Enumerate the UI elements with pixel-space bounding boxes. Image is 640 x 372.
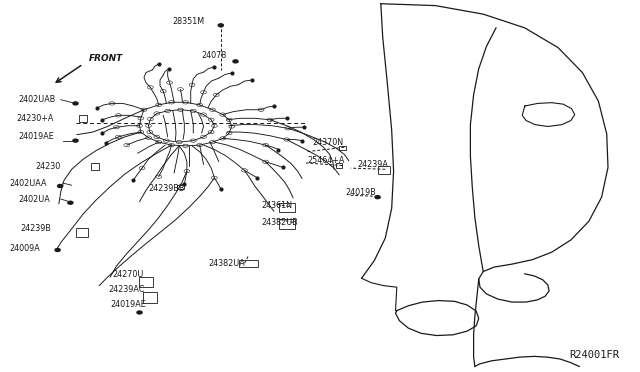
Text: 24382UB: 24382UB (261, 218, 298, 227)
Text: 25464+A: 25464+A (307, 156, 344, 165)
Text: 24382UA: 24382UA (208, 259, 244, 268)
Circle shape (137, 311, 142, 314)
Circle shape (233, 60, 238, 63)
Text: 24009A: 24009A (10, 244, 40, 253)
Bar (143, 292, 157, 303)
Text: 24239AC: 24239AC (109, 285, 145, 294)
Circle shape (73, 102, 78, 105)
Bar (378, 166, 390, 174)
Bar (177, 185, 184, 189)
Text: 24019B: 24019B (346, 188, 376, 197)
Circle shape (58, 185, 63, 187)
Text: 24230+A: 24230+A (16, 114, 53, 123)
Bar (79, 115, 87, 122)
Circle shape (218, 24, 223, 27)
Bar (76, 228, 88, 237)
Bar (91, 163, 99, 170)
Text: 2402UAB: 2402UAB (18, 95, 55, 104)
Circle shape (55, 248, 60, 251)
Text: 24270U: 24270U (112, 270, 143, 279)
Text: R24001FR: R24001FR (570, 350, 620, 360)
Bar (279, 219, 295, 228)
Bar (279, 203, 295, 212)
Text: 24361N: 24361N (261, 201, 292, 210)
Text: 24078: 24078 (202, 51, 227, 60)
Text: FRONT: FRONT (88, 54, 123, 63)
Text: 24019AE: 24019AE (18, 132, 54, 141)
Text: 2402UAA: 2402UAA (10, 179, 47, 187)
Text: 24239BB: 24239BB (148, 185, 185, 193)
Text: 24230: 24230 (35, 162, 60, 171)
Bar (336, 163, 342, 168)
Text: 28351M: 28351M (173, 17, 205, 26)
Bar (139, 277, 153, 287)
Text: 24239B: 24239B (20, 224, 51, 233)
Text: 24019AE: 24019AE (110, 300, 146, 309)
Text: 24370N: 24370N (312, 138, 344, 147)
Bar (239, 260, 258, 267)
Circle shape (68, 201, 73, 204)
Text: 24239A: 24239A (357, 160, 388, 169)
Circle shape (375, 196, 380, 199)
Bar (339, 146, 346, 150)
Circle shape (73, 139, 78, 142)
Text: 2402UA: 2402UA (18, 195, 50, 203)
